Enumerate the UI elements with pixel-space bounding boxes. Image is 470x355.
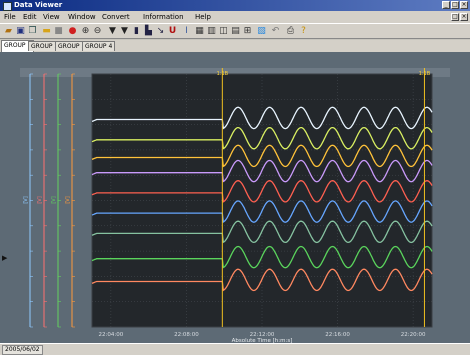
series-line-1 (91, 106, 433, 130)
toolbar: ▰ ▣ ❐ ▬ ■ ● ⊕ ⊖ ▼ ▼ ▮ ▙ ↘ U Ⅰ ▦ ▥ ◫ ▤ ⊞ … (0, 23, 470, 39)
y-axis-label-3: [V] (51, 196, 57, 203)
window-controls: _ □ × (442, 1, 468, 9)
app-icon (3, 2, 12, 11)
zoom-out-icon[interactable]: ⊖ (93, 26, 102, 36)
x-tick-label: 22:16:00 (325, 332, 350, 338)
status-bar: 2005/06/02 (0, 343, 470, 355)
menu-edit[interactable]: Edit (23, 13, 37, 21)
x-tick-label: 22:08:00 (174, 332, 199, 338)
menu-window[interactable]: Window (68, 13, 96, 21)
series-line-8 (91, 245, 433, 269)
folder-icon[interactable]: ▬ (42, 26, 51, 36)
series-line-5 (91, 180, 433, 203)
window-title: Data Viewer (14, 1, 63, 9)
cursor-a-label: 1:1B (217, 71, 229, 77)
export-icon[interactable]: ▧ (257, 26, 266, 36)
undo-icon[interactable]: ↶ (271, 26, 280, 36)
bar-icon[interactable]: ▮ (134, 26, 139, 36)
doc-close-button[interactable]: × (460, 13, 468, 21)
minimize-button[interactable]: _ (442, 1, 450, 9)
title-bar: Data Viewer _ □ × (0, 0, 470, 11)
menu-bar: File Edit View Window Convert Informatio… (0, 11, 470, 23)
y-axis-label-4: [V] (65, 196, 71, 203)
open-icon[interactable]: ▰ (5, 26, 12, 36)
print-icon[interactable]: ⎙ (286, 26, 295, 36)
line-icon[interactable]: ↘ (156, 26, 165, 36)
cursor-b-icon[interactable]: ▼ (121, 26, 128, 36)
doc-restore-button[interactable]: □ (451, 13, 459, 21)
print-preview-icon[interactable]: ▤ (231, 26, 240, 36)
zoom-in-icon[interactable]: ⊕ (81, 26, 90, 36)
cursor-b-label: 1:1B (419, 71, 431, 77)
save-icon[interactable]: ▣ (16, 26, 25, 36)
series-line-3 (91, 144, 433, 168)
y-axis-label-1: [V] (23, 196, 29, 203)
graph-icon[interactable]: ▙ (145, 26, 152, 36)
document-window-controls: □ × (451, 13, 468, 21)
settings-icon[interactable]: ⊞ (243, 26, 252, 36)
x-tick-label: 22:12:00 (250, 332, 275, 338)
maximize-button[interactable]: □ (451, 1, 459, 9)
x-tick-label: 22:04:00 (99, 332, 124, 338)
menu-convert[interactable]: Convert (102, 13, 130, 21)
menu-file[interactable]: File (4, 13, 16, 21)
stop-icon[interactable]: ■ (54, 26, 63, 36)
series-line-9 (91, 268, 433, 292)
series-line-4 (91, 159, 433, 183)
u-icon[interactable]: U (168, 26, 177, 36)
cursor-a-icon[interactable]: ▼ (109, 26, 116, 36)
menu-help[interactable]: Help (195, 13, 211, 21)
table-icon[interactable]: ◫ (219, 26, 228, 36)
group-tabs: GROUP 1 GROUP 2 GROUP 3 GROUP 4 (0, 40, 470, 52)
series-line-6 (91, 200, 433, 224)
layout-icon[interactable]: ▥ (207, 26, 216, 36)
tab-group-4[interactable]: GROUP 4 (82, 41, 116, 51)
x-tick-label: 22:20:00 (401, 332, 426, 338)
marker-icon[interactable]: Ⅰ (185, 26, 188, 36)
panel-expand-arrow[interactable]: ▶ (2, 254, 8, 262)
trend-chart: [V] [V] [V] [V] 22:04:00 22:08:00 22:12:00 22:1… (20, 68, 450, 343)
help-icon[interactable]: ? (301, 26, 306, 36)
series-line-7 (91, 220, 433, 244)
menu-information[interactable]: Information (143, 13, 184, 21)
copy-icon[interactable]: ❐ (28, 26, 37, 36)
series-line-2 (91, 126, 433, 150)
record-icon[interactable]: ● (68, 26, 77, 36)
chart-area: ▶ [V] [V] [V] [V] 22:04:00 22:08:00 22:12:00 22… (0, 52, 470, 343)
grid-icon[interactable]: ▦ (195, 26, 204, 36)
x-axis-title: Absolute Time [h:m:s] (232, 338, 293, 343)
y-axis-label-2: [V] (37, 196, 43, 203)
close-button[interactable]: × (460, 1, 468, 9)
menu-view[interactable]: View (43, 13, 60, 21)
cursor-rail (20, 68, 450, 77)
